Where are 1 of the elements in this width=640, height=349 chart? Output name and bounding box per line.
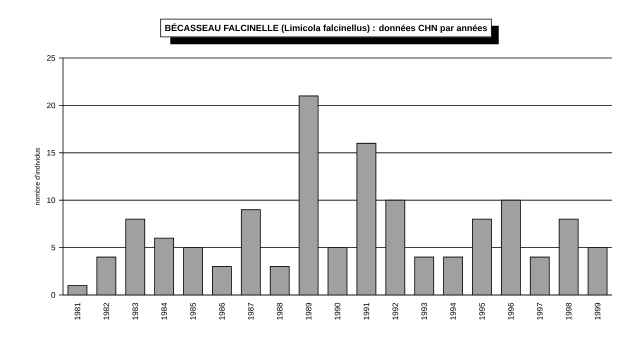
- chart-title: BÉCASSEAU FALCINELLE (Limicola falcinellus) : données CHN par années: [165, 23, 487, 33]
